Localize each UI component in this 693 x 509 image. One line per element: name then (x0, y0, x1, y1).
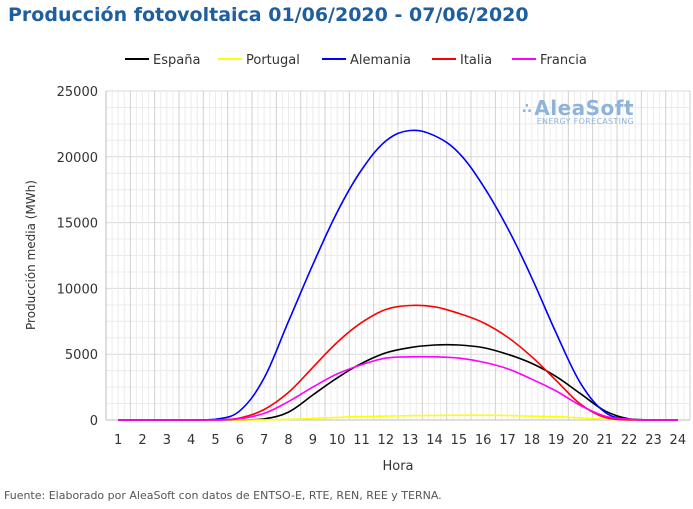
x-tick-label: 14 (426, 433, 443, 448)
y-tick-labels: 0 5000 10000 15000 20000 25000 (57, 85, 98, 429)
series-line-francia (118, 355, 678, 421)
x-tick-label: 9 (309, 433, 317, 448)
y-tick-label: 15000 (57, 217, 98, 232)
x-tick-label: 22 (621, 433, 638, 448)
x-tick-label: 12 (378, 433, 395, 448)
x-tick-label: 3 (163, 433, 171, 448)
series-lines (118, 129, 678, 421)
y-tick-label: 0 (90, 414, 98, 429)
legend-label-portugal: Portugal (246, 53, 300, 68)
x-tick-label: 6 (236, 433, 244, 448)
y-axis-label: Producción media (MWh) (24, 180, 38, 330)
x-tick-label: 2 (138, 433, 146, 448)
x-tick-label: 17 (499, 433, 516, 448)
x-tick-label: 18 (524, 433, 541, 448)
x-tick-label: 4 (187, 433, 195, 448)
legend-label-espana: España (153, 53, 200, 68)
logo-tagline: ENERGY FORECASTING (536, 117, 635, 126)
x-tick-label: 8 (284, 433, 292, 448)
x-tick-label: 24 (670, 433, 687, 448)
x-tick-label: 11 (353, 433, 370, 448)
chart-title: Producción fotovoltaica 01/06/2020 - 07/… (8, 4, 529, 26)
x-tick-label: 13 (402, 433, 419, 448)
x-tick-label: 20 (572, 433, 589, 448)
x-tick-label: 5 (211, 433, 219, 448)
x-tick-label: 7 (260, 433, 268, 448)
x-tick-label: 21 (597, 433, 614, 448)
x-tick-label: 23 (645, 433, 662, 448)
x-axis-label: Hora (382, 459, 413, 474)
legend-label-francia: Francia (540, 53, 587, 68)
logo-name: AleaSoft (534, 96, 635, 120)
legend-label-alemania: Alemania (350, 53, 411, 68)
x-tick-label: 15 (451, 433, 468, 448)
source-note: Fuente: Elaborado por AleaSoft con datos… (4, 489, 442, 502)
grid (105, 90, 691, 421)
x-tick-label: 1 (114, 433, 122, 448)
logo-dots-icon: ∴ (522, 101, 533, 117)
y-tick-label: 10000 (57, 282, 98, 297)
aleasoft-logo: ∴ AleaSoft ENERGY FORECASTING (522, 96, 634, 126)
x-tick-label: 10 (329, 433, 346, 448)
y-tick-label: 5000 (65, 348, 98, 363)
x-tick-label: 16 (475, 433, 492, 448)
y-tick-label: 20000 (57, 151, 98, 166)
x-tick-labels: 1 2 3 4 5 6 7 8 9 10 11 12 13 14 15 16 17 18 19 20 21 22 23 24 (114, 433, 686, 448)
y-tick-label: 25000 (57, 85, 98, 100)
legend: España Portugal Alemania Italia Francia (125, 53, 587, 68)
legend-label-italia: Italia (460, 53, 492, 68)
x-tick-label: 19 (548, 433, 565, 448)
